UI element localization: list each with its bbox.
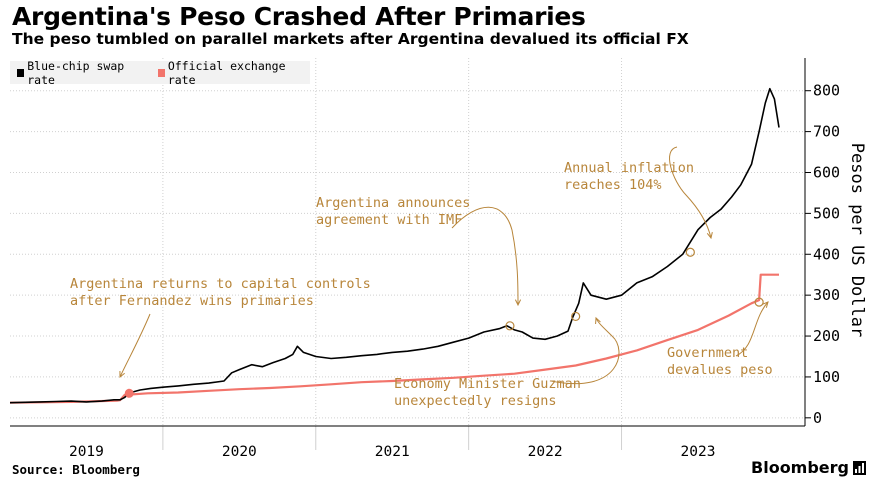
annotation-arrowhead <box>595 316 601 325</box>
annotation-text: after Fernandez wins primaries <box>70 293 314 309</box>
y-tick-label: 100 <box>813 368 840 386</box>
annotation-text: reaches 104% <box>564 177 662 193</box>
annotation-arrowhead <box>706 232 713 240</box>
annotation-text: Argentina announces <box>316 195 470 211</box>
brand-logo: Bloomberg <box>751 458 866 477</box>
legend-label-official: Official exchange rate <box>167 58 286 87</box>
annotation-arrowhead <box>762 301 769 308</box>
y-tick-label: 300 <box>813 286 840 304</box>
x-tick-label: 2022 <box>528 444 563 460</box>
chart-subtitle: The peso tumbled on parallel markets aft… <box>12 30 689 48</box>
y-tick-label: 700 <box>813 123 840 141</box>
highlight-point <box>571 311 581 322</box>
highlight-point <box>124 388 134 398</box>
legend-swatch-official <box>157 68 165 77</box>
y-tick-label: 200 <box>813 327 840 345</box>
highlight-point <box>505 321 515 331</box>
source-note: Source: Bloomberg <box>12 462 140 477</box>
annotation-text: Annual inflation <box>564 160 694 176</box>
series-line-blue-chip <box>9 87 780 404</box>
chart-legend: Blue-chip swap rate Official exchange ra… <box>10 58 310 87</box>
y-tick-label: 400 <box>813 245 840 263</box>
annotation-arrow <box>451 206 519 306</box>
annotation-arrowhead <box>514 299 522 307</box>
annotation-text: unexpectedly resigns <box>394 393 557 409</box>
x-tick-label: 2020 <box>222 444 257 460</box>
annotation-text: Government <box>667 345 748 361</box>
x-tick-label: 2021 <box>375 444 410 460</box>
legend-swatch-blue-chip <box>17 68 25 77</box>
y-tick-label: 500 <box>813 204 840 222</box>
annotation-text: Argentina returns to capital controls <box>70 276 371 292</box>
chart-title: Argentina's Peso Crashed After Primaries <box>12 2 586 31</box>
bloomberg-chart-icon <box>853 460 866 475</box>
y-axis-title: Pesos per US Dollar <box>847 143 867 337</box>
annotation-text: agreement with IMF <box>316 212 462 228</box>
highlight-point <box>685 247 695 257</box>
x-tick-label: 2023 <box>681 444 716 460</box>
brand-name: Bloomberg <box>751 458 849 477</box>
y-tick-label: 0 <box>813 409 822 427</box>
legend-label-blue-chip: Blue-chip swap rate <box>27 58 125 87</box>
annotation-arrow <box>669 146 712 239</box>
highlight-point <box>754 297 764 307</box>
legend-item-official: Official exchange rate <box>157 58 306 87</box>
annotation-text: Economy Minister Guzman <box>394 376 581 392</box>
annotation-arrowhead <box>119 370 125 379</box>
annotation-text: devalues peso <box>667 362 773 378</box>
annotation-arrow <box>735 301 769 357</box>
legend-item-blue-chip: Blue-chip swap rate <box>17 59 147 87</box>
annotation-arrow <box>119 313 151 378</box>
annotation-arrow <box>550 317 620 384</box>
x-tick-label: 2019 <box>69 444 104 460</box>
y-tick-label: 600 <box>813 163 840 181</box>
y-tick-label: 800 <box>813 82 840 100</box>
